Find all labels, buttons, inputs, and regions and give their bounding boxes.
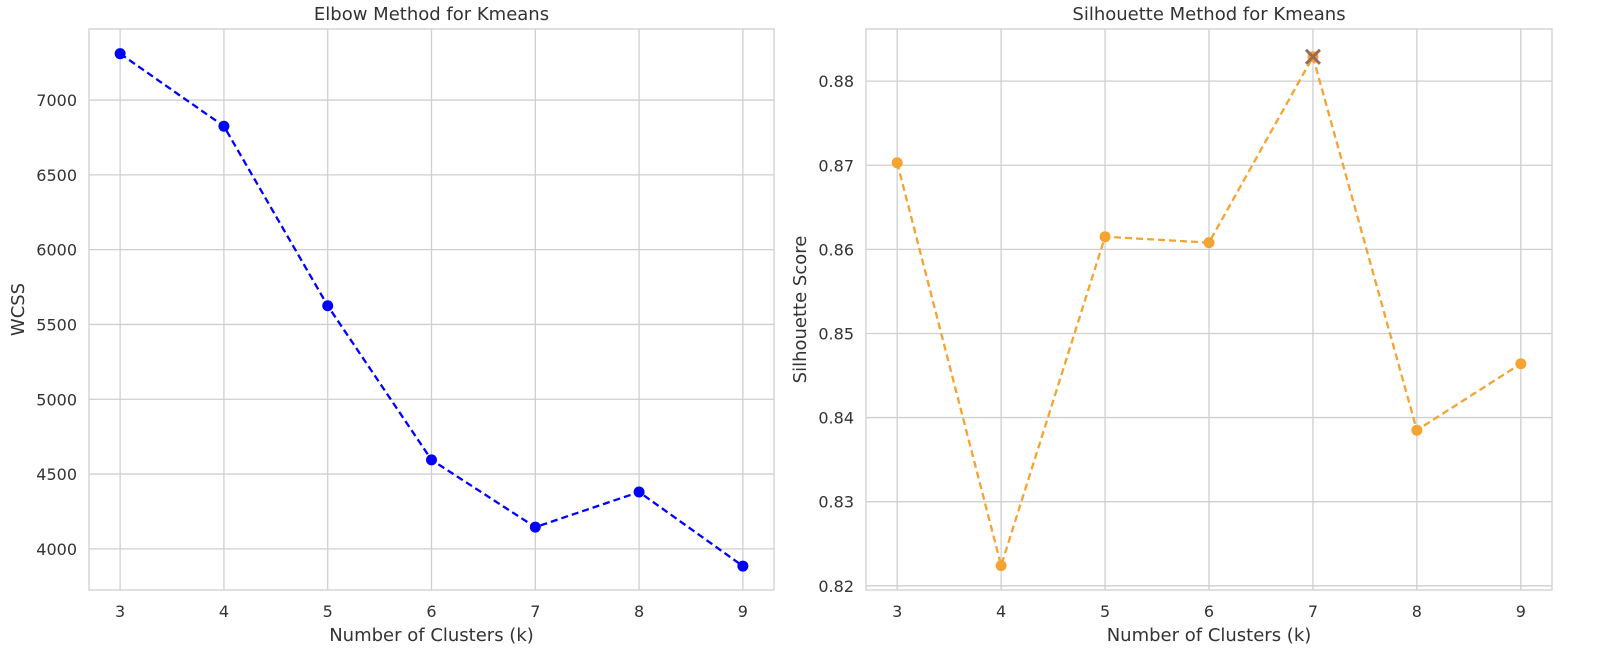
elbow-y-tick-label: 4000 bbox=[36, 540, 77, 559]
elbow-data-point bbox=[322, 300, 334, 312]
elbow-series bbox=[114, 48, 749, 572]
elbow-y-tick-label: 6500 bbox=[36, 166, 77, 185]
elbow-chart: 3 4 5 6 7 8 9 4000 4500 5000 5500 6000 6500 7000 Elb… bbox=[8, 4, 775, 646]
elbow-chart-title: Elbow Method for Kmeans bbox=[314, 4, 549, 25]
silhouette-y-tick-label: 0.83 bbox=[818, 493, 854, 512]
silhouette-data-point bbox=[891, 157, 903, 169]
silhouette-data-point bbox=[995, 560, 1007, 572]
elbow-data-point bbox=[633, 486, 645, 498]
silhouette-y-tick-label: 0.85 bbox=[818, 324, 854, 343]
elbow-y-tick-label: 4500 bbox=[36, 465, 77, 484]
silhouette-data-point bbox=[1203, 237, 1215, 249]
silhouette-y-tick-label: 0.84 bbox=[818, 409, 854, 428]
silhouette-x-axis-label: Number of Clusters (k) bbox=[1107, 625, 1312, 646]
elbow-y-ticks: 4000 4500 5000 5500 6000 6500 7000 bbox=[36, 91, 77, 559]
elbow-x-tick-label: 6 bbox=[426, 602, 436, 621]
silhouette-data-point bbox=[1515, 358, 1527, 370]
elbow-grid bbox=[89, 29, 774, 590]
silhouette-y-tick-label: 0.87 bbox=[818, 156, 854, 175]
silhouette-x-tick-label: 8 bbox=[1412, 602, 1422, 621]
elbow-y-tick-label: 5000 bbox=[36, 390, 77, 409]
silhouette-y-tick-label: 0.86 bbox=[818, 240, 854, 259]
elbow-x-axis-label: Number of Clusters (k) bbox=[329, 625, 534, 646]
silhouette-y-tick-label: 0.88 bbox=[818, 72, 854, 91]
elbow-x-tick-label: 8 bbox=[634, 602, 644, 621]
silhouette-best-k-marker bbox=[1304, 48, 1322, 65]
elbow-y-tick-label: 6000 bbox=[36, 241, 77, 260]
elbow-x-tick-label: 5 bbox=[323, 602, 333, 621]
elbow-data-point bbox=[737, 560, 749, 572]
elbow-x-tick-label: 4 bbox=[219, 602, 229, 621]
silhouette-x-tick-label: 3 bbox=[892, 602, 902, 621]
elbow-x-tick-label: 7 bbox=[530, 602, 540, 621]
silhouette-chart: 3 4 5 6 7 8 9 0.82 0.83 0.84 0.85 0.86 0.87 0.88 Sil… bbox=[790, 4, 1553, 646]
elbow-x-tick-label: 3 bbox=[115, 602, 125, 621]
silhouette-data-point bbox=[1099, 231, 1111, 243]
elbow-x-tick-label: 9 bbox=[738, 602, 748, 621]
silhouette-y-ticks: 0.82 0.83 0.84 0.85 0.86 0.87 0.88 bbox=[818, 72, 854, 596]
silhouette-grid bbox=[866, 29, 1552, 590]
elbow-data-point bbox=[218, 120, 230, 132]
elbow-y-tick-label: 7000 bbox=[36, 91, 77, 110]
elbow-data-point bbox=[426, 454, 437, 466]
elbow-x-ticks: 3 4 5 6 7 8 9 bbox=[115, 602, 748, 621]
silhouette-x-tick-label: 6 bbox=[1204, 602, 1214, 621]
elbow-y-tick-label: 5500 bbox=[36, 315, 77, 334]
silhouette-series bbox=[891, 48, 1527, 572]
silhouette-x-tick-label: 9 bbox=[1516, 602, 1526, 621]
elbow-data-point bbox=[529, 521, 541, 533]
silhouette-y-axis-label: Silhouette Score bbox=[790, 236, 811, 384]
silhouette-data-point bbox=[1411, 424, 1423, 436]
elbow-data-point bbox=[114, 48, 126, 60]
silhouette-x-tick-label: 7 bbox=[1308, 602, 1318, 621]
elbow-y-axis-label: WCSS bbox=[8, 283, 29, 336]
silhouette-plot-frame bbox=[865, 28, 1553, 591]
silhouette-x-tick-label: 4 bbox=[996, 602, 1006, 621]
silhouette-x-tick-label: 5 bbox=[1100, 602, 1110, 621]
elbow-plot-frame bbox=[88, 28, 775, 591]
silhouette-y-tick-label: 0.82 bbox=[818, 577, 854, 596]
silhouette-chart-title: Silhouette Method for Kmeans bbox=[1072, 4, 1345, 25]
silhouette-x-ticks: 3 4 5 6 7 8 9 bbox=[892, 602, 1526, 621]
